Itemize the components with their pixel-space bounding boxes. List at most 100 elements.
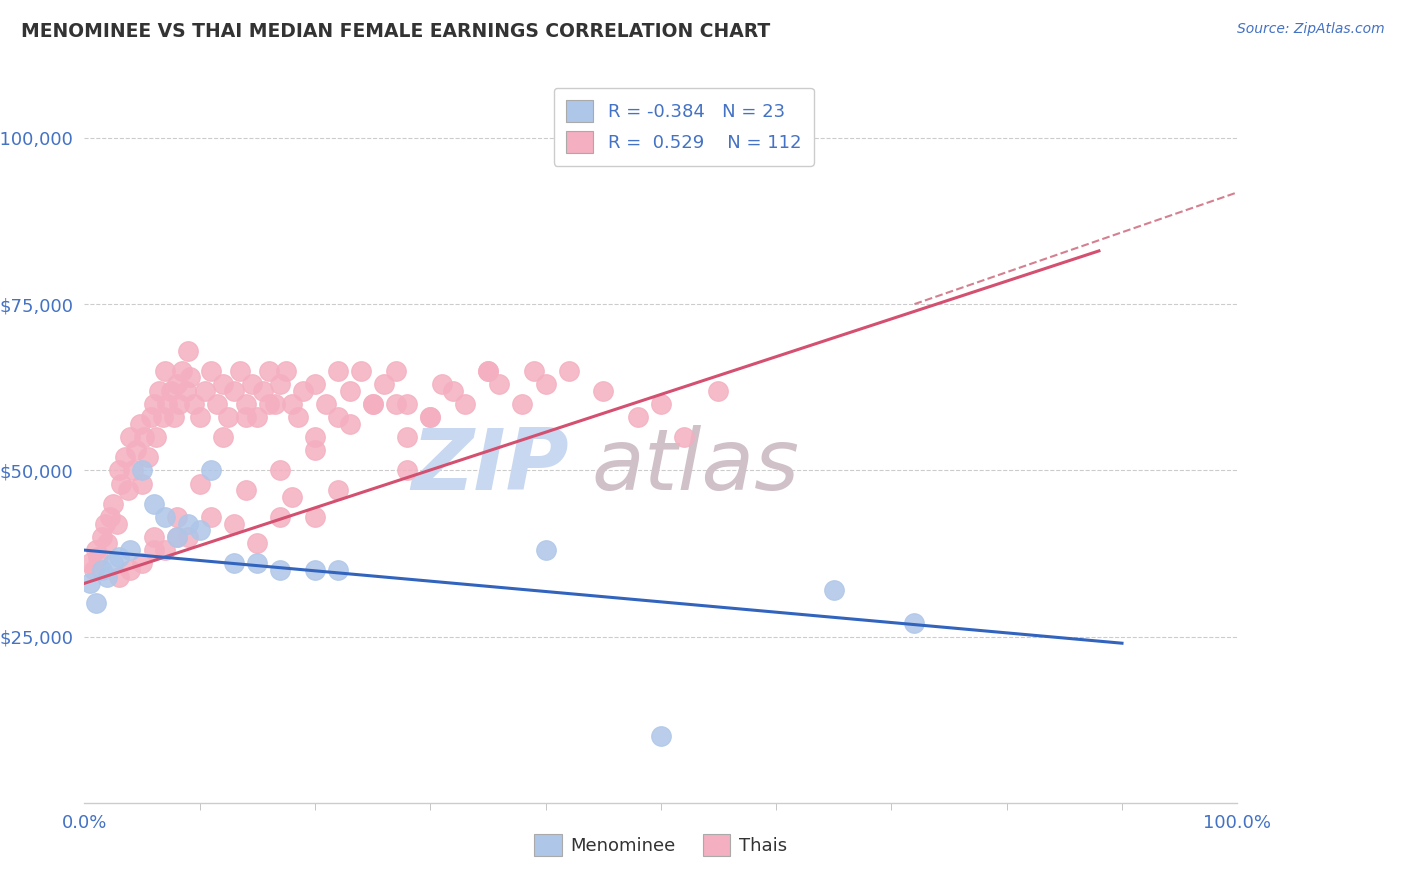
Point [534,543,557,558]
Point [419,410,441,425]
Point [90,563,112,577]
Point [650,397,672,411]
Point [903,616,925,631]
Point [152,410,174,425]
Point [96,570,118,584]
Point [142,497,165,511]
Point [84,543,107,558]
Point [419,410,441,425]
Point [224,516,246,531]
Point [441,384,464,398]
Point [131,463,153,477]
Point [304,509,326,524]
Point [246,536,269,550]
Point [252,384,274,398]
Point [128,417,150,431]
Point [163,410,186,425]
Point [304,563,326,577]
Text: ZIP: ZIP [411,425,568,508]
Point [96,536,118,550]
Point [269,463,291,477]
Text: MENOMINEE VS THAI MEDIAN FEMALE EARNINGS CORRELATION CHART: MENOMINEE VS THAI MEDIAN FEMALE EARNINGS… [21,22,770,41]
Point [142,530,165,544]
Point [396,463,419,477]
Point [224,384,246,398]
Point [218,410,240,425]
Point [326,363,349,377]
Point [373,376,395,391]
Point [114,450,136,464]
Point [136,450,159,464]
Point [326,483,349,498]
Point [384,397,406,411]
Point [98,509,121,524]
Point [120,563,142,577]
Point [396,430,419,444]
Point [454,397,477,411]
Point [200,463,222,477]
Point [523,363,546,377]
Point [90,530,112,544]
Point [512,397,534,411]
Point [304,376,326,391]
Point [627,410,650,425]
Point [153,363,176,377]
Point [304,430,326,444]
Text: atlas: atlas [592,425,800,508]
Point [83,563,105,577]
Point [79,576,101,591]
Point [194,384,217,398]
Point [287,410,309,425]
Point [153,543,176,558]
Point [167,397,190,411]
Legend: Menominee, Thais: Menominee, Thais [527,827,794,863]
Point [156,397,179,411]
Point [269,563,291,577]
Point [339,417,361,431]
Point [141,410,163,425]
Point [281,490,304,504]
Point [235,410,257,425]
Point [79,557,101,571]
Point [477,363,499,377]
Point [200,509,222,524]
Point [120,543,142,558]
Point [166,509,188,524]
Text: Source: ZipAtlas.com: Source: ZipAtlas.com [1237,22,1385,37]
Point [108,463,131,477]
Point [121,463,143,477]
Point [174,384,197,398]
Point [172,363,194,377]
Point [166,376,188,391]
Point [105,516,128,531]
Point [179,370,201,384]
Point [229,363,252,377]
Point [84,596,107,610]
Point [488,376,510,391]
Point [177,530,200,544]
Point [103,557,124,571]
Point [384,363,406,377]
Point [205,397,228,411]
Point [145,430,167,444]
Point [183,397,205,411]
Point [240,376,263,391]
Point [108,549,131,564]
Point [94,516,117,531]
Point [235,483,257,498]
Point [110,476,132,491]
Point [257,397,280,411]
Point [166,530,188,544]
Point [707,384,730,398]
Point [650,729,672,743]
Point [224,557,246,571]
Point [477,363,499,377]
Point [361,397,384,411]
Point [153,509,176,524]
Point [672,430,695,444]
Point [534,376,557,391]
Point [103,497,124,511]
Point [131,476,153,491]
Point [269,509,291,524]
Point [177,516,200,531]
